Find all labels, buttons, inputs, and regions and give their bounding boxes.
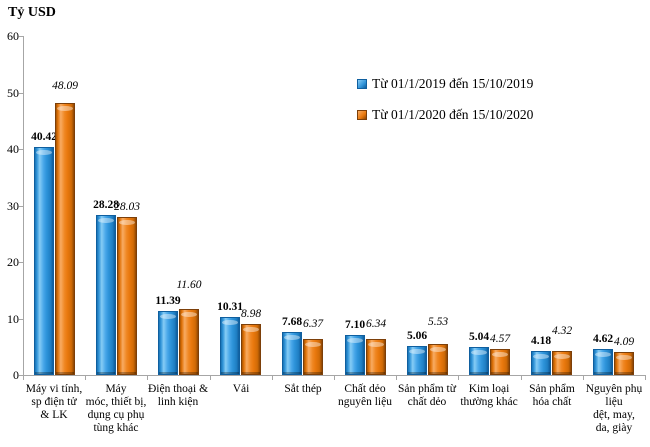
- x-tick-mark: [23, 376, 24, 380]
- y-axis-line: [23, 36, 24, 375]
- y-tick-label: 30: [7, 198, 19, 213]
- x-axis-line: [23, 375, 646, 376]
- category-label: Chất dẻo nguyên liệu: [338, 383, 392, 408]
- value-label-series2: 5.53: [427, 316, 449, 328]
- bar-series1-6: [345, 335, 365, 375]
- x-tick-mark: [85, 376, 86, 380]
- legend-color-swatch: [357, 79, 367, 89]
- value-label-series1: 11.39: [155, 295, 181, 307]
- legend-label: Từ 01/1/2020 đến 15/10/2020: [372, 107, 534, 122]
- x-tick-mark: [521, 376, 522, 380]
- y-axis-unit-title: Tỷ USD: [8, 5, 56, 20]
- legend-color-swatch: [357, 110, 367, 120]
- y-tick-label: 60: [7, 29, 19, 43]
- value-label-series1: 28.28: [93, 199, 119, 211]
- x-tick-mark: [583, 376, 584, 380]
- category-label: Máy móc, thiết bị, dụng cụ phụ tùng khác: [85, 383, 147, 434]
- value-label-series1: 7.10: [344, 319, 366, 331]
- category-label: Máy vi tính, sp điện tử & LK: [25, 383, 83, 421]
- legend: Từ 01/1/2019 đến 15/10/2019 Từ 01/1/2020 …: [357, 77, 533, 139]
- y-tick-mark: [19, 149, 23, 150]
- bar-series2-6: [366, 339, 386, 375]
- category-label: Kim loại thường khác: [460, 383, 518, 408]
- bar-series1-2: [96, 215, 116, 375]
- legend-label: Từ 01/1/2019 đến 15/10/2019: [372, 76, 534, 91]
- legend-item-series2: Từ 01/1/2020 đến 15/10/2020: [357, 108, 533, 122]
- x-tick-mark: [334, 376, 335, 380]
- bar-series1-1: [34, 147, 54, 375]
- value-label-series2: 4.09: [613, 336, 635, 348]
- y-tick-label: 0: [13, 368, 19, 382]
- x-tick-mark: [147, 376, 148, 380]
- bar-series2-5: [303, 339, 323, 375]
- value-label-series2: 6.34: [365, 318, 387, 330]
- y-tick-mark: [19, 92, 23, 94]
- y-tick-label: 40: [7, 142, 19, 156]
- bar-series2-2: [117, 217, 137, 375]
- value-label-series2: 6.37: [302, 318, 324, 330]
- y-tick-mark: [19, 318, 23, 320]
- bar-series2-7: [428, 344, 448, 375]
- category-label: Sắt thép: [284, 383, 322, 395]
- category-label: Điện thoại & linh kiện: [147, 383, 209, 408]
- category-label: Nguyên phụ liệu dệt, may, da, giày: [585, 383, 643, 434]
- value-label-series1: 4.62: [592, 333, 614, 345]
- y-tick-label: 20: [7, 255, 19, 269]
- value-label-series2: 48.09: [52, 80, 78, 92]
- legend-item-series1: Từ 01/1/2019 đến 15/10/2019: [357, 77, 533, 91]
- value-label-series1: 40.42: [31, 131, 57, 143]
- x-tick-mark: [458, 376, 459, 380]
- y-tick-mark: [19, 375, 23, 376]
- y-tick-mark: [19, 205, 23, 207]
- bar-series2-9: [552, 351, 572, 375]
- x-tick-mark: [396, 376, 397, 380]
- y-tick-label: 10: [7, 311, 19, 326]
- category-label: Sản phẩm từ chất dẻo: [398, 383, 456, 408]
- bar-series1-4: [220, 317, 240, 375]
- value-label-series2: 8.98: [240, 308, 262, 320]
- value-label-series2: 4.57: [489, 333, 511, 345]
- category-label: Vải: [232, 383, 250, 395]
- value-label-series2: 28.03: [114, 201, 140, 213]
- category-label: Sản phẩm hóa chất: [529, 383, 575, 408]
- y-tick-mark: [19, 36, 23, 37]
- bar-series1-7: [407, 346, 427, 375]
- bar-series1-8: [469, 347, 489, 375]
- value-label-series1: 5.04: [468, 331, 490, 343]
- value-label-series2: 11.60: [176, 279, 202, 291]
- bar-series2-3: [179, 309, 199, 375]
- bar-series1-5: [282, 332, 302, 375]
- y-tick-mark: [19, 262, 23, 263]
- y-tick-label: 50: [7, 85, 19, 100]
- x-tick-mark: [272, 376, 273, 380]
- bar-series2-10: [614, 352, 634, 375]
- value-label-series1: 4.18: [530, 335, 552, 347]
- bar-series2-8: [490, 349, 510, 375]
- value-label-series2: 4.32: [551, 325, 573, 337]
- value-label-series1: 7.68: [281, 316, 303, 328]
- bar-series1-10: [593, 349, 613, 375]
- bar-series2-1: [55, 103, 75, 375]
- bar-series1-3: [158, 311, 178, 375]
- bar-series2-4: [241, 324, 261, 375]
- value-label-series1: 10.31: [217, 301, 243, 313]
- x-tick-mark: [210, 376, 211, 380]
- value-label-series1: 5.06: [406, 330, 428, 342]
- x-tick-mark: [645, 376, 646, 380]
- bar-series1-9: [531, 351, 551, 375]
